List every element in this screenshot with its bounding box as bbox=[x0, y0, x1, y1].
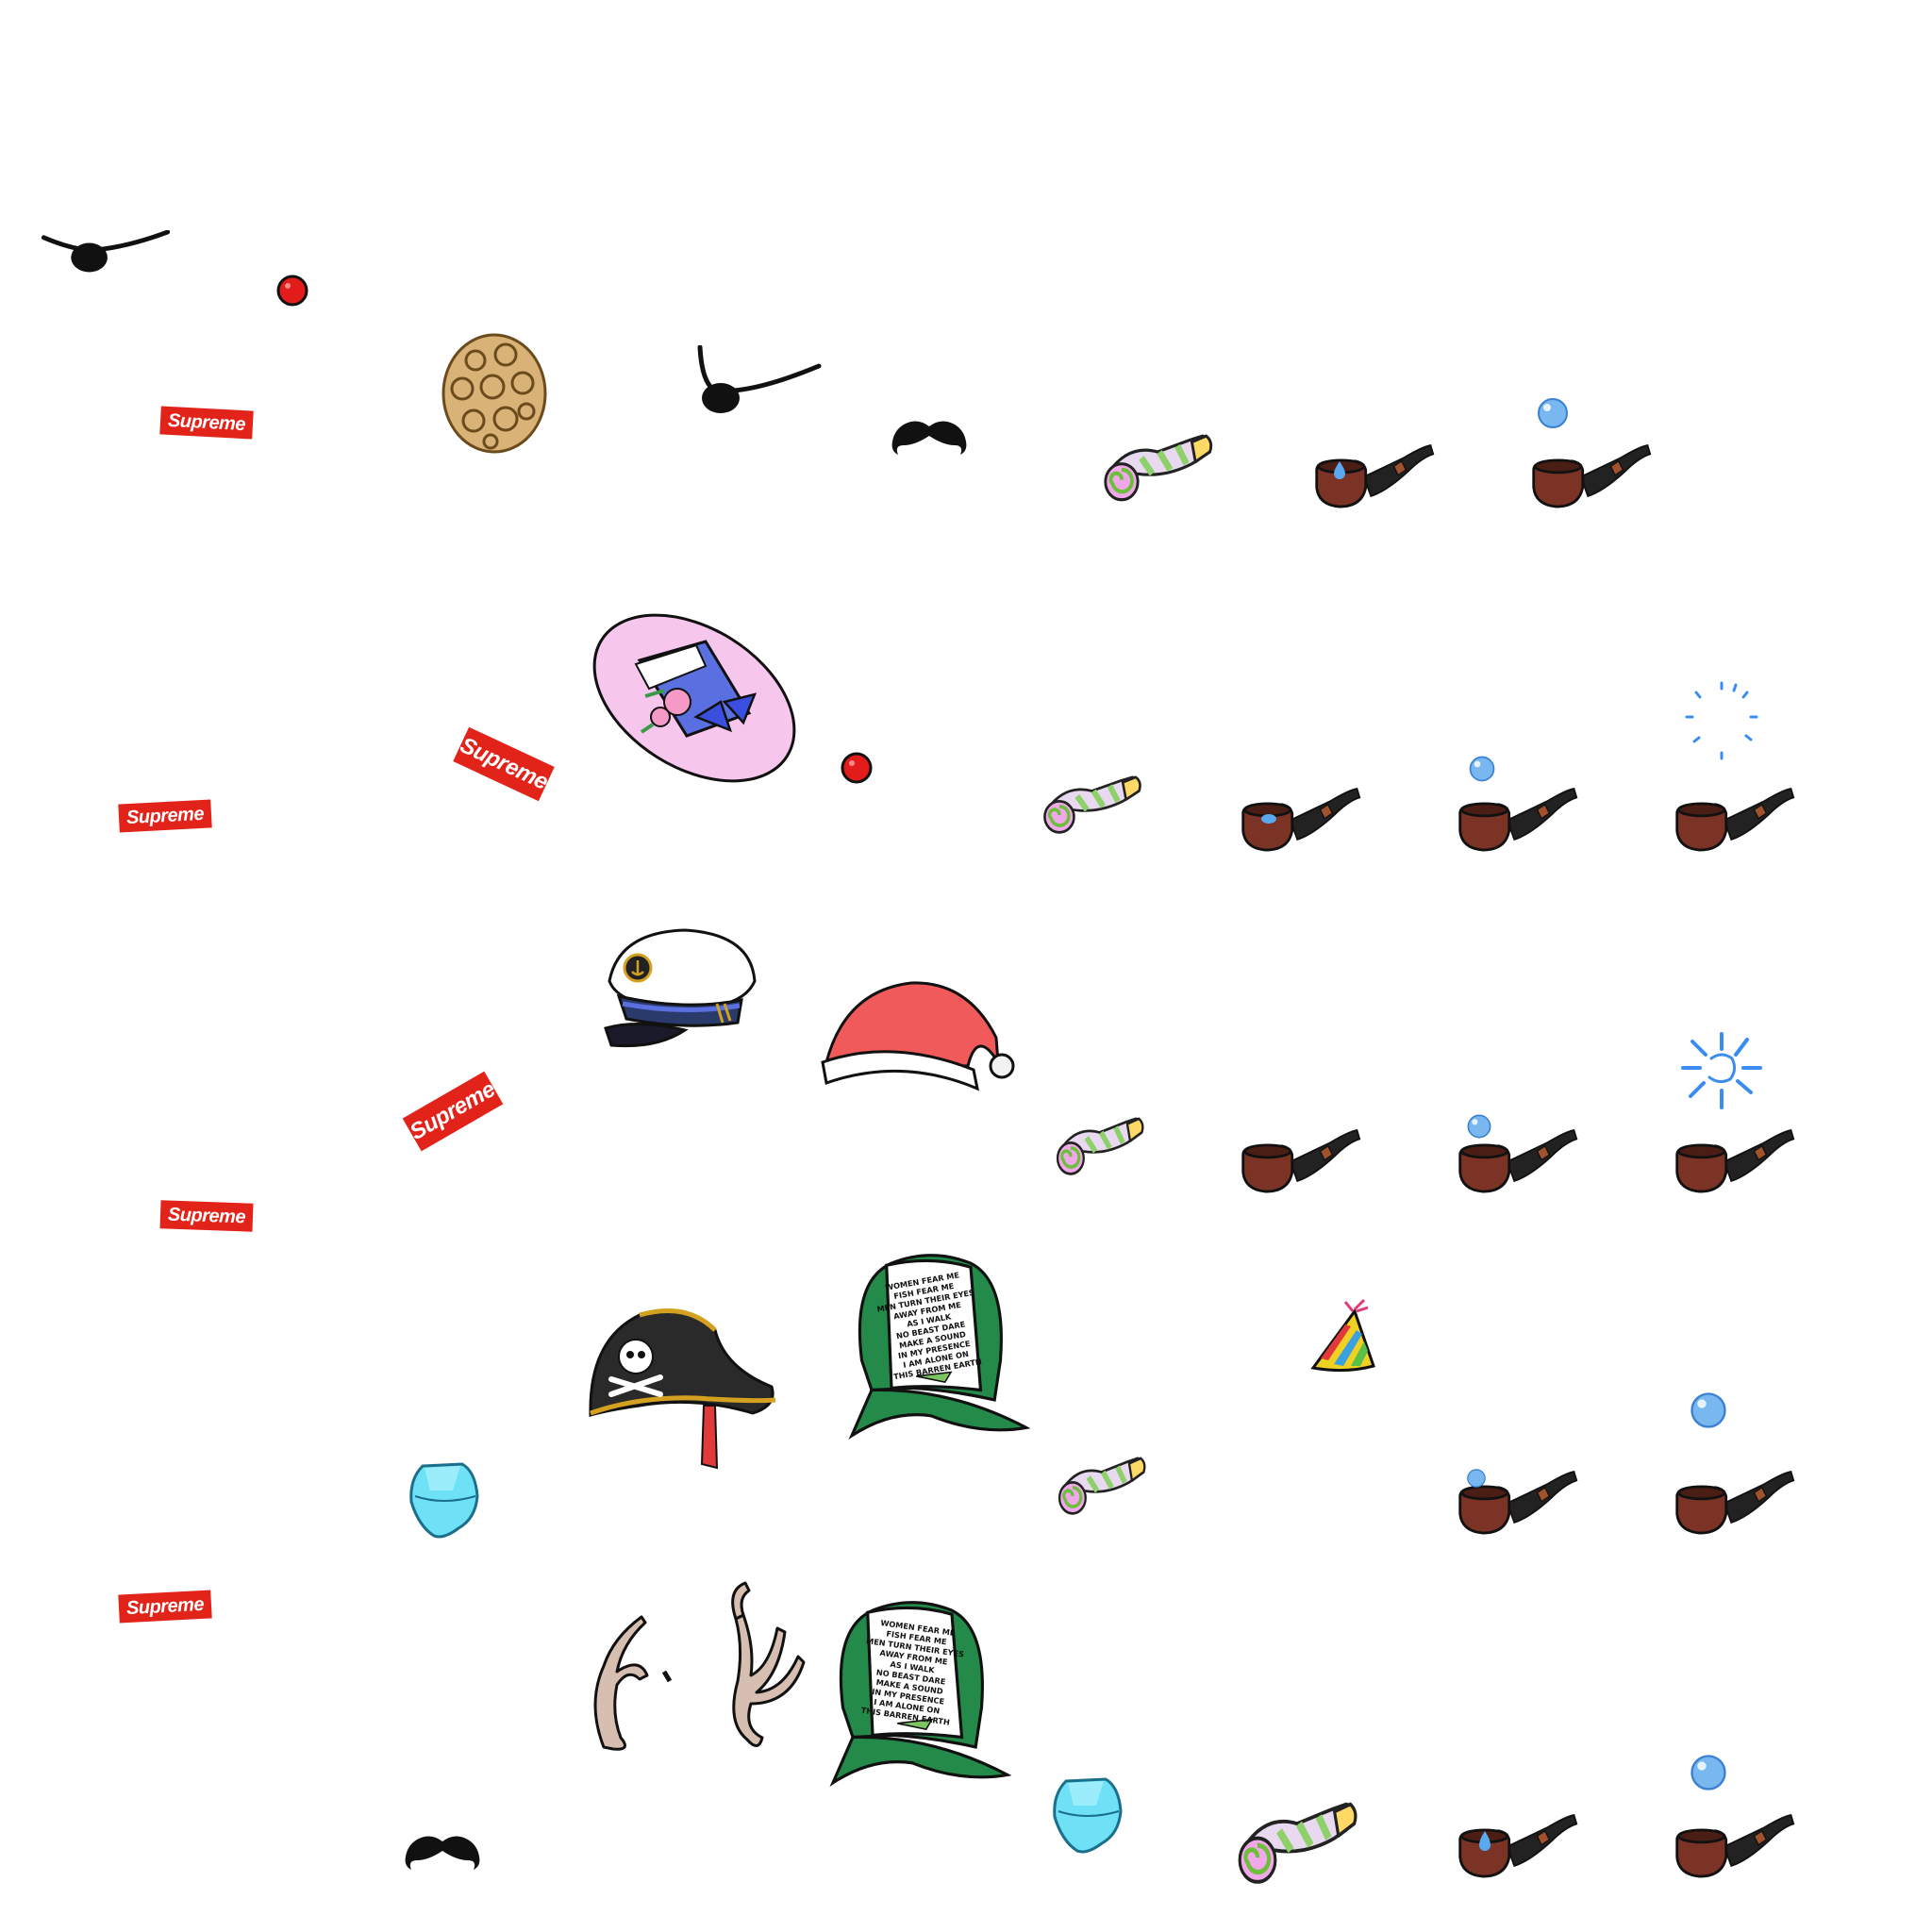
face-mask-icon bbox=[406, 1458, 481, 1543]
curly-wig-icon bbox=[441, 333, 547, 454]
eye-patch-icon bbox=[42, 230, 170, 285]
supreme-logo: Supreme bbox=[453, 726, 555, 802]
clown-nose-icon bbox=[276, 275, 308, 307]
santa-hat-icon bbox=[821, 981, 1015, 1091]
clown-nose-icon bbox=[841, 752, 873, 784]
pipe-icon bbox=[1530, 430, 1653, 511]
party-hat-icon bbox=[1310, 1298, 1375, 1373]
party-horn-icon bbox=[1057, 1457, 1151, 1517]
bubble-icon bbox=[1538, 398, 1568, 428]
pipe-icon bbox=[1457, 774, 1579, 855]
supreme-logo: Supreme bbox=[159, 1200, 254, 1232]
captain-hat-icon bbox=[604, 928, 757, 1048]
reindeer-antlers-icon bbox=[593, 1581, 806, 1751]
mustache-icon bbox=[887, 413, 972, 460]
water-drop-icon bbox=[1334, 461, 1345, 479]
pipe-icon bbox=[1674, 1457, 1796, 1538]
supreme-logo: Supreme bbox=[118, 799, 212, 833]
eye-patch-icon bbox=[697, 345, 822, 413]
bubble-icon bbox=[1467, 1469, 1486, 1488]
sparkle-burst-icon bbox=[1685, 681, 1758, 760]
pipe-icon bbox=[1674, 1800, 1796, 1881]
sparkle-burst-icon bbox=[1681, 1032, 1762, 1109]
party-horn-icon bbox=[1055, 1117, 1149, 1177]
supreme-logo: Supreme bbox=[118, 1590, 212, 1624]
water-drop-icon bbox=[1261, 814, 1276, 824]
supreme-logo: Supreme bbox=[402, 1071, 504, 1152]
pirate-hat-icon bbox=[589, 1308, 776, 1470]
bubble-icon bbox=[1467, 1114, 1491, 1139]
garden-bonnet-icon bbox=[592, 613, 796, 783]
party-horn-icon bbox=[1102, 434, 1219, 504]
water-drop-icon bbox=[1479, 1831, 1491, 1851]
bubble-icon bbox=[1690, 1392, 1726, 1428]
bubble-icon bbox=[1690, 1755, 1726, 1790]
pipe-icon bbox=[1240, 1115, 1362, 1196]
trucker-cap-icon: WOMEN FEAR ME FISH FEAR ME MEN TURN THEI… bbox=[813, 1589, 1011, 1787]
party-horn-icon bbox=[1041, 775, 1147, 836]
supreme-logo: Supreme bbox=[159, 406, 254, 440]
pipe-icon bbox=[1240, 774, 1362, 855]
bubble-icon bbox=[1469, 756, 1495, 782]
party-horn-icon bbox=[1236, 1802, 1364, 1887]
pipe-icon bbox=[1457, 1800, 1579, 1881]
trucker-cap-icon: WOMEN FEAR ME FISH FEAR ME MEN TURN THEI… bbox=[832, 1241, 1030, 1440]
mustache-icon bbox=[400, 1828, 485, 1875]
pipe-icon bbox=[1674, 1115, 1796, 1196]
face-mask-icon bbox=[1047, 1774, 1126, 1858]
pipe-icon bbox=[1674, 774, 1796, 855]
